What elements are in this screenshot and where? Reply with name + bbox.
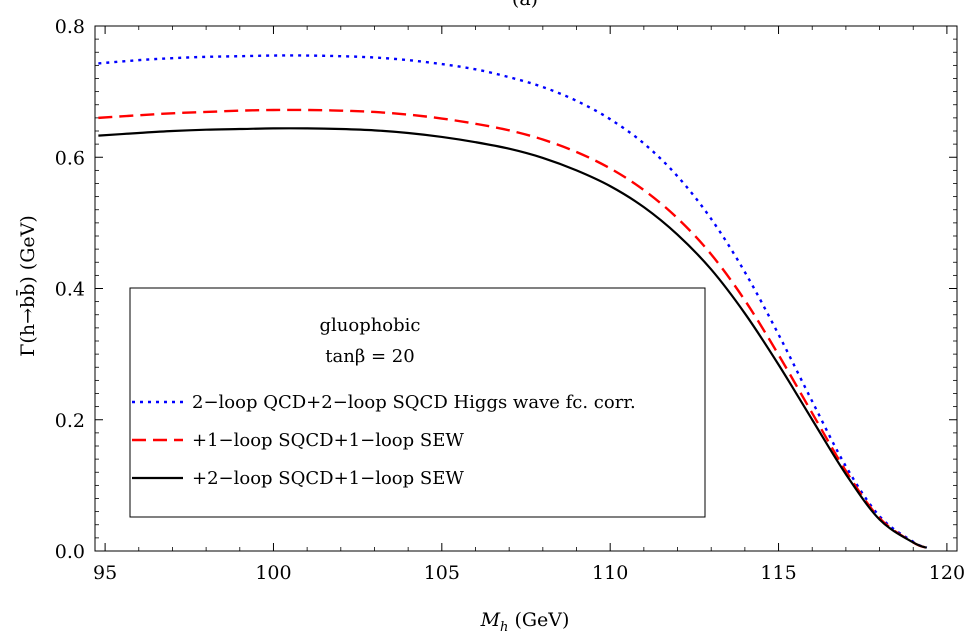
legend: gluophobic tanβ = 20 2−loop QCD+2−loop S… <box>129 287 706 518</box>
x-tick-label: 115 <box>760 562 796 584</box>
series-line-1 <box>98 54 928 549</box>
legend-label-1: 2−loop QCD+2−loop SQCD Higgs wave fc. co… <box>192 392 636 413</box>
y-axis-title: Γ(h→bb̄) (GeV) <box>15 215 39 357</box>
series-line-3 <box>98 127 928 549</box>
x-axis-title-unit: (GeV) <box>508 609 569 631</box>
x-axis-ticks: 95 100 105 110 115 120 <box>93 26 965 584</box>
x-tick-label: 95 <box>93 562 117 584</box>
y-tick-label: 0.0 <box>55 541 85 563</box>
legend-box <box>129 287 706 518</box>
legend-label-3: +2−loop SQCD+1−loop SEW <box>192 468 464 489</box>
y-tick-label: 0.4 <box>55 279 85 301</box>
y-tick-label: 0.2 <box>55 410 85 432</box>
y-tick-label: 0.8 <box>55 16 85 38</box>
x-axis-title-subscript: h <box>500 620 508 635</box>
legend-header-line1: gluophobic <box>319 315 420 336</box>
series-group <box>98 54 928 549</box>
x-tick-label: 100 <box>255 562 291 584</box>
x-tick-label: 105 <box>424 562 460 584</box>
y-tick-label: 0.6 <box>55 147 85 169</box>
x-tick-label: 120 <box>929 562 965 584</box>
legend-label-2: +1−loop SQCD+1−loop SEW <box>192 430 464 451</box>
legend-items: 2−loop QCD+2−loop SQCD Higgs wave fc. co… <box>132 392 636 489</box>
y-axis-ticks: 0.0 0.2 0.4 0.6 0.8 <box>55 16 957 563</box>
x-tick-label: 110 <box>592 562 628 584</box>
x-axis-title-symbol: M <box>480 609 501 631</box>
x-axis-title: Mh (GeV) <box>480 609 570 635</box>
chart-title: (a) <box>512 0 538 10</box>
legend-header-line2: tanβ = 20 <box>325 346 414 367</box>
series-line-2 <box>98 108 928 549</box>
